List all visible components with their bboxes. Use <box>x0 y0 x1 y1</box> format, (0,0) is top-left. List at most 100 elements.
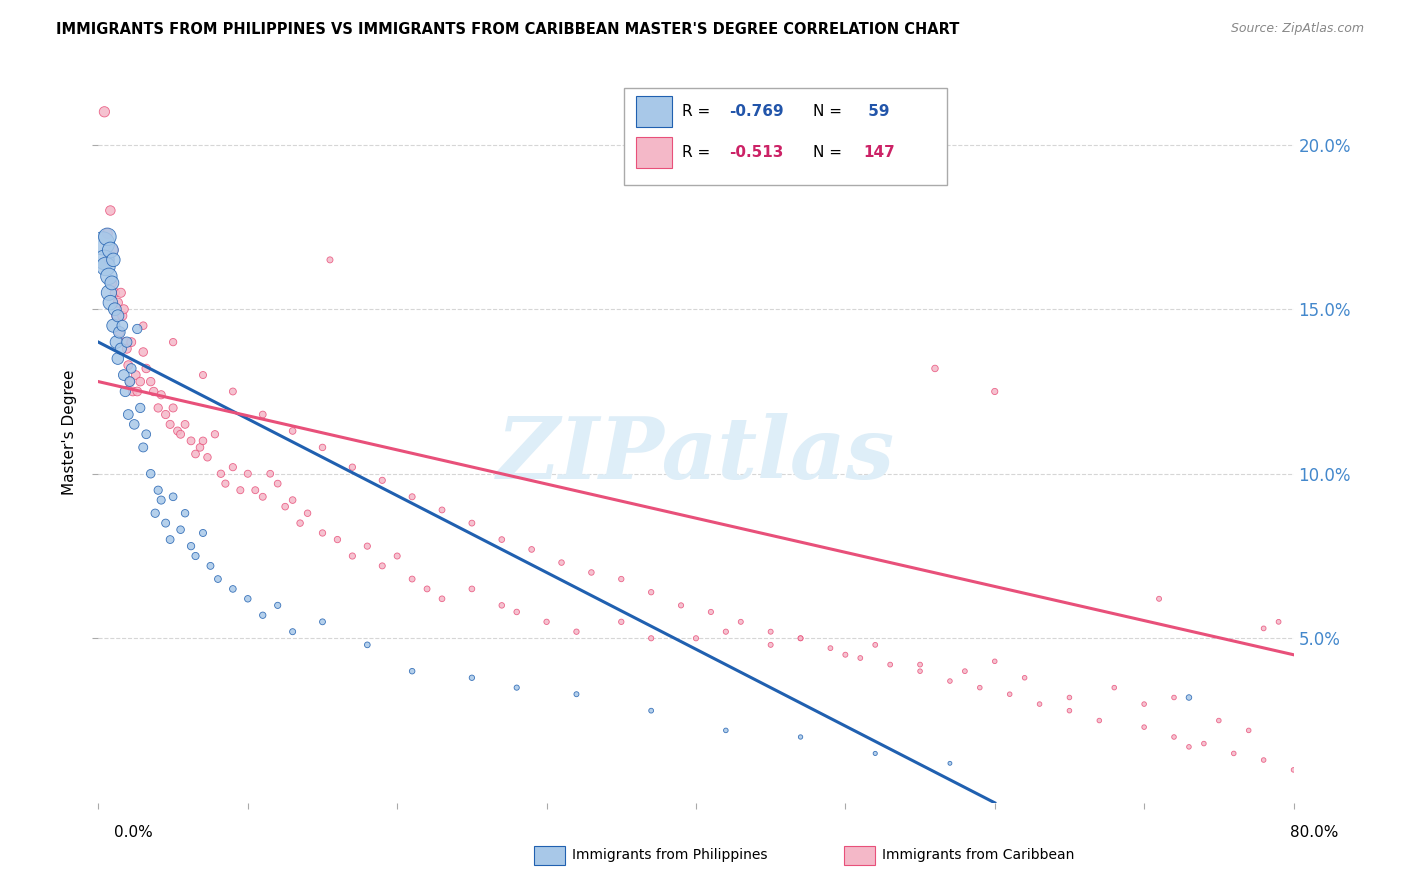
Point <box>267 599 290 613</box>
Point <box>98 295 122 310</box>
Point <box>108 325 131 339</box>
Point <box>1163 690 1185 705</box>
Point <box>162 401 184 415</box>
Point <box>204 427 226 442</box>
Point <box>111 318 134 333</box>
Point <box>112 368 135 382</box>
Point <box>1088 714 1111 728</box>
Point <box>506 605 529 619</box>
Point <box>998 687 1021 701</box>
Point <box>281 424 304 438</box>
Point <box>169 427 191 442</box>
Point <box>127 384 149 399</box>
Point <box>288 516 311 530</box>
Point <box>150 388 173 402</box>
Point <box>97 285 120 300</box>
Point <box>311 526 333 541</box>
Point <box>281 493 304 508</box>
Point <box>200 558 222 573</box>
Point <box>97 269 120 284</box>
Point <box>385 549 409 563</box>
Point <box>110 285 132 300</box>
Point <box>311 615 333 629</box>
Point <box>252 490 274 504</box>
Point <box>188 441 211 455</box>
Point <box>416 582 439 596</box>
Point <box>104 302 127 317</box>
Point <box>180 434 202 448</box>
Point <box>97 252 120 267</box>
Point <box>222 460 245 475</box>
Point <box>222 582 245 596</box>
Point <box>1223 747 1246 761</box>
Point <box>1163 730 1185 744</box>
Point <box>155 516 177 530</box>
Point <box>108 325 131 339</box>
Point <box>114 384 136 399</box>
Point <box>461 671 484 685</box>
Point <box>1059 704 1081 718</box>
Point <box>714 624 737 639</box>
Point <box>184 549 207 563</box>
Point <box>132 345 155 359</box>
Point <box>98 203 122 218</box>
Point <box>1028 697 1050 711</box>
Point <box>789 730 811 744</box>
Point <box>103 318 125 333</box>
Point <box>820 641 842 656</box>
Point <box>236 467 259 481</box>
Point <box>789 632 811 646</box>
Point <box>148 401 170 415</box>
Point <box>342 549 364 563</box>
Point <box>565 687 588 701</box>
Text: Source: ZipAtlas.com: Source: ZipAtlas.com <box>1230 22 1364 36</box>
Point <box>139 467 162 481</box>
Point <box>135 361 157 376</box>
Point <box>1178 739 1201 754</box>
Point <box>159 533 181 547</box>
Point <box>94 260 117 274</box>
Text: Immigrants from Philippines: Immigrants from Philippines <box>572 848 768 863</box>
Point <box>162 490 184 504</box>
Point <box>120 361 142 376</box>
Point <box>174 506 197 520</box>
Text: R =: R = <box>682 145 714 161</box>
Text: 147: 147 <box>863 145 896 161</box>
Text: IMMIGRANTS FROM PHILIPPINES VS IMMIGRANTS FROM CARIBBEAN MASTER'S DEGREE CORRELA: IMMIGRANTS FROM PHILIPPINES VS IMMIGRANT… <box>56 22 960 37</box>
Point <box>93 252 115 267</box>
Point <box>685 632 707 646</box>
Point <box>1014 671 1036 685</box>
Point <box>311 441 333 455</box>
Point <box>174 417 197 432</box>
Y-axis label: Master's Degree: Master's Degree <box>62 370 77 495</box>
Point <box>908 657 931 672</box>
Point <box>155 408 177 422</box>
Point <box>274 500 297 514</box>
Point <box>127 322 149 336</box>
Point <box>166 424 188 438</box>
Point <box>430 591 453 606</box>
Point <box>184 447 207 461</box>
Point <box>110 342 132 356</box>
Point <box>245 483 267 498</box>
FancyBboxPatch shape <box>624 88 948 185</box>
Point <box>1133 697 1156 711</box>
Point <box>150 493 173 508</box>
Point <box>148 483 170 498</box>
Text: Immigrants from Caribbean: Immigrants from Caribbean <box>882 848 1074 863</box>
Point <box>759 624 782 639</box>
Point <box>506 681 529 695</box>
Point <box>115 342 138 356</box>
Point <box>107 309 129 323</box>
Point <box>669 599 692 613</box>
Point <box>401 664 423 678</box>
Point <box>640 585 662 599</box>
Point <box>491 533 513 547</box>
Point <box>162 335 184 350</box>
Point <box>143 506 166 520</box>
Point <box>118 375 141 389</box>
Point <box>1208 714 1230 728</box>
Point <box>1133 720 1156 734</box>
Point <box>96 227 118 241</box>
Point <box>1147 591 1170 606</box>
